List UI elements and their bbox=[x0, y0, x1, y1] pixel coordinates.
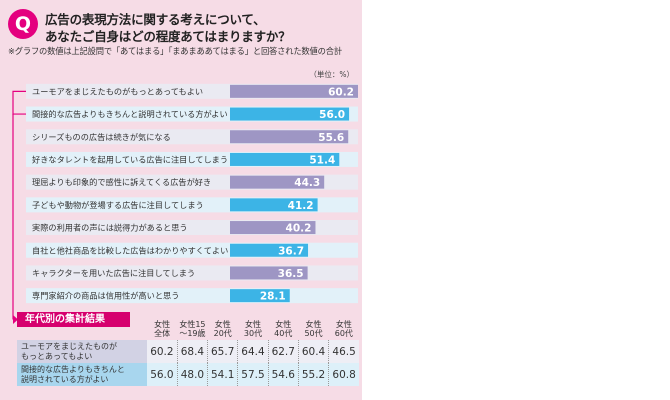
age-value-cell: 55.2 bbox=[297, 363, 329, 386]
bar bbox=[230, 243, 309, 257]
age-value-cell: 48.0 bbox=[176, 363, 208, 386]
bar-chart: ユーモアをまじえたものがもっとあってもよい間接的な広告よりもきちんと説明されてい… bbox=[12, 83, 358, 324]
bar bbox=[230, 152, 340, 166]
category-label: 専門家紹介の商品は信用性が高いと思う bbox=[32, 291, 179, 301]
category-label: 好きなタレントを起用している広告に注目してしまう bbox=[32, 154, 228, 164]
question-note: ※グラフの数値は上記設問で「あてはまる」「まあまああてはまる」と回答された数値の… bbox=[8, 46, 342, 56]
bars-group bbox=[230, 84, 358, 303]
bar bbox=[230, 266, 308, 280]
age-table-row: ユーモアをまじえたものが もっとあってもよい 60.2 68.4 65.7 64.4 62.… bbox=[17, 340, 359, 363]
unit-label: （単位：%） bbox=[309, 70, 354, 79]
age-row-label: ユーモアをまじえたものが もっとあってもよい bbox=[17, 340, 147, 363]
age-table-row: 間接的な広告よりもきちんと 説明されている方がよい 56.0 48.0 54.1 57.5… bbox=[17, 363, 359, 386]
bracket-line bbox=[12, 90, 26, 115]
value-label: 51.4 bbox=[309, 154, 335, 166]
question-title-line-1: 広告の表現方法に関する考えについて、 bbox=[45, 12, 266, 27]
question-title-line-2: あなたご自身はどの程度あてはまりますか？ bbox=[45, 29, 291, 44]
value-label: 55.6 bbox=[318, 132, 344, 144]
value-label: 36.5 bbox=[278, 268, 304, 280]
bracket-arrow bbox=[13, 315, 18, 324]
age-col-header: 女性 40代 bbox=[274, 320, 293, 338]
category-label: 自社と他社商品を比較した広告はわかりやすくてよい bbox=[32, 245, 228, 255]
age-col-header: 女性 30代 bbox=[243, 320, 263, 338]
age-table-header-row: 女性 全体 女性15 〜19歳 女性 20代 女性 30代 女性 40代 女性 50代 女性… bbox=[17, 312, 359, 340]
age-col-header: 女性 20代 bbox=[213, 320, 232, 338]
category-labels: ユーモアをまじえたものがもっとあってもよい間接的な広告よりもきちんと説明されてい… bbox=[32, 86, 228, 300]
question-badge: Q bbox=[8, 9, 38, 39]
category-label: キャラクターを用いた広告に注目してしまう bbox=[32, 268, 195, 278]
age-value-cell: 54.6 bbox=[267, 363, 299, 386]
age-col-header: 女性 60代 bbox=[334, 320, 353, 338]
age-section-title: 年代別の集計結果 bbox=[17, 312, 130, 327]
age-col-header: 女性15 〜19歳 bbox=[179, 320, 206, 338]
value-label: 40.2 bbox=[286, 223, 312, 235]
age-value-cell: 46.5 bbox=[328, 340, 359, 363]
bar bbox=[230, 130, 349, 144]
age-col-header: 女性 50代 bbox=[304, 320, 323, 338]
age-value-cell: 62.7 bbox=[267, 340, 299, 363]
value-labels: 60.2 56.0 55.6 51.4 44.3 41.2 40.2 36.7 36.5 28.1 bbox=[260, 86, 354, 302]
category-label: ユーモアをまじえたものがもっとあってもよい bbox=[32, 86, 203, 96]
bar bbox=[230, 289, 290, 303]
bar bbox=[230, 221, 316, 235]
category-label: 実際の利用者の声には説得力があると思う bbox=[32, 223, 188, 233]
bar bbox=[230, 107, 350, 121]
age-value-cell: 60.2 bbox=[147, 340, 178, 363]
value-label: 60.2 bbox=[328, 86, 354, 98]
category-label: シリーズものの広告は続きが気になる bbox=[32, 132, 171, 142]
age-value-cell: 57.5 bbox=[237, 363, 269, 386]
highlight-bracket bbox=[12, 90, 26, 324]
age-col-header: 女性 全体 bbox=[154, 320, 171, 338]
age-value-cell: 60.4 bbox=[297, 340, 329, 363]
age-value-cell: 56.0 bbox=[147, 363, 178, 386]
age-breakdown-table: 女性 全体 女性15 〜19歳 女性 20代 女性 30代 女性 40代 女性 50代 女性… bbox=[17, 312, 359, 386]
bar bbox=[230, 198, 318, 212]
age-value-cell: 68.4 bbox=[176, 340, 208, 363]
value-label: 44.3 bbox=[294, 177, 320, 189]
age-row-label: 間接的な広告よりもきちんと 説明されている方がよい bbox=[17, 363, 147, 386]
value-label: 36.7 bbox=[278, 245, 304, 257]
survey-card: Q 広告の表現方法に関する考えについて、 あなたご自身はどの程度あてはまりますか… bbox=[0, 0, 362, 400]
value-label: 28.1 bbox=[260, 291, 286, 303]
value-label: 56.0 bbox=[319, 109, 345, 121]
category-label: 理屈よりも印象的で感性に訴えてくる広告が好き bbox=[32, 177, 211, 187]
age-table-body: ユーモアをまじえたものが もっとあってもよい 60.2 68.4 65.7 64.4 62.… bbox=[17, 340, 359, 386]
value-label: 41.2 bbox=[288, 200, 314, 212]
bar bbox=[230, 84, 358, 98]
age-value-cell: 60.8 bbox=[328, 363, 359, 386]
bar bbox=[230, 175, 325, 189]
age-value-cell: 54.1 bbox=[207, 363, 238, 386]
age-value-cell: 65.7 bbox=[207, 340, 238, 363]
category-label: 間接的な広告よりもきちんと説明されている方がよい bbox=[32, 109, 228, 119]
category-label: 子どもや動物が登場する広告に注目してしまう bbox=[32, 200, 204, 210]
age-value-cell: 64.4 bbox=[237, 340, 269, 363]
